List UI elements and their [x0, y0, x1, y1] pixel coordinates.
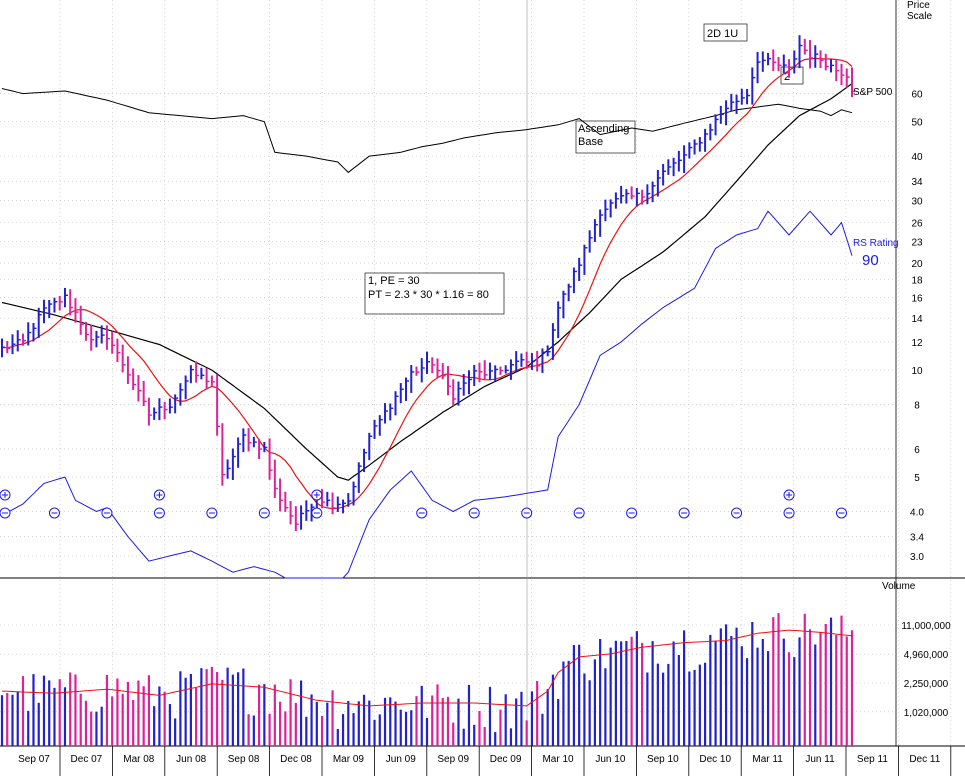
signal-markers	[0, 489, 848, 519]
2d1u-annotation-box	[703, 23, 748, 42]
price-tick-label: 12	[911, 338, 923, 349]
pe-annotation-box	[364, 272, 505, 315]
minus-signal-icon	[521, 507, 533, 519]
x-tick-label: Sep 07	[18, 754, 50, 765]
plus-signal-icon	[153, 489, 165, 501]
price-tick-label: 6	[914, 445, 920, 456]
price-tick-label: 26	[911, 219, 923, 230]
sp500-line	[1, 88, 853, 174]
base-annotation-line1: Ascending	[578, 123, 629, 135]
pe-annotation-line1: 1, PE = 30	[368, 275, 420, 287]
sma-long-line	[1, 83, 853, 481]
x-tick-label: Jun 10	[595, 754, 625, 765]
x-tick-label: Dec 08	[280, 754, 312, 765]
volume-tick-label: 11,000,000	[901, 621, 951, 632]
minus-signal-icon	[311, 507, 323, 519]
volume-tick-label: 2,250,000	[904, 679, 949, 690]
minus-signal-icon	[783, 507, 795, 519]
price-tick-label: 34	[911, 177, 923, 188]
minus-signal-icon	[101, 507, 113, 519]
rs-rating-value: 90	[862, 252, 879, 269]
volume-tick-label: 1,020,000	[904, 708, 949, 719]
minus-signal-icon	[258, 507, 270, 519]
sma-short-line	[1, 57, 853, 510]
2-annotation-text: 2	[784, 71, 790, 83]
rs-line	[1, 210, 853, 579]
price-tick-label: 5	[914, 473, 920, 484]
minus-signal-icon	[731, 507, 743, 519]
x-tick-label: Sep 09	[437, 754, 469, 765]
minus-signal-icon	[153, 507, 165, 519]
price-tick-label: 4.0	[910, 508, 924, 519]
x-tick-label: Dec 11	[909, 754, 940, 765]
x-tick-label: Mar 11	[752, 754, 783, 765]
price-tick-label: 16	[911, 294, 923, 305]
price-scale-title-1: Price	[907, 0, 930, 11]
minus-signal-icon	[573, 507, 585, 519]
pe-annotation-line2: PT = 2.3 * 30 * 1.16 = 80	[368, 289, 489, 301]
minus-signal-icon	[206, 507, 218, 519]
x-tick-label: Dec 10	[699, 754, 731, 765]
x-tick-label: Dec 07	[71, 754, 103, 765]
price-tick-label: 14	[911, 314, 923, 325]
x-tick-label: Jun 11	[805, 754, 835, 765]
volume-average-line	[1, 629, 853, 707]
price-tick-label: 20	[911, 259, 923, 270]
2d1u-annotation-text: 2D 1U	[707, 28, 738, 40]
minus-signal-icon	[468, 507, 480, 519]
price-tick-label: 50	[911, 118, 923, 129]
price-tick-label: 60	[911, 90, 923, 101]
base-annotation-box	[575, 120, 636, 154]
volume-tick-label: 4,960,000	[904, 650, 949, 661]
axis-labels: Price Scale Volume S&P 500 RS Rating 90	[853, 0, 932, 592]
x-tick-label: Sep 10	[647, 754, 679, 765]
price-tick-label: 3.0	[910, 552, 924, 563]
x-tick-label: Mar 10	[542, 754, 574, 765]
minus-signal-icon	[836, 507, 848, 519]
minus-signal-icon	[416, 507, 428, 519]
plus-signal-icon	[783, 489, 795, 501]
annotations: 1, PE = 30 PT = 2.3 * 30 * 1.16 = 80 Asc…	[364, 23, 804, 315]
indicator-lines	[1, 57, 853, 579]
minus-signal-icon	[678, 507, 690, 519]
x-tick-label: Mar 08	[123, 754, 155, 765]
x-tick-label: Sep 08	[228, 754, 260, 765]
base-annotation-line2: Base	[578, 136, 603, 148]
minus-signal-icon	[0, 507, 11, 519]
rs-rating-title: RS Rating	[853, 238, 899, 249]
minus-signal-icon	[626, 507, 638, 519]
x-tick-label: Sep 11	[857, 754, 888, 765]
minus-signal-icon	[48, 507, 60, 519]
price-tick-label: 3.4	[910, 533, 924, 544]
volume-bars	[0, 613, 854, 746]
x-tick-label: Dec 09	[490, 754, 522, 765]
price-bars	[1, 35, 855, 531]
plus-signal-icon	[311, 489, 323, 501]
price-tick-label: 10	[911, 366, 923, 377]
price-tick-label: 30	[911, 197, 923, 208]
x-tick-label: Mar 09	[333, 754, 365, 765]
price-tick-label: 8	[914, 401, 920, 412]
price-tick-label: 40	[911, 152, 923, 163]
price-tick-label: 23	[911, 238, 923, 249]
volume-axis-title: Volume	[882, 581, 916, 592]
price-scale-title-2: Scale	[907, 11, 932, 22]
x-tick-label: Jun 09	[386, 754, 416, 765]
plus-signal-icon	[0, 489, 11, 501]
price-tick-label: 18	[911, 275, 923, 286]
sp500-label: S&P 500	[853, 87, 893, 98]
x-tick-label: Jun 08	[176, 754, 206, 765]
